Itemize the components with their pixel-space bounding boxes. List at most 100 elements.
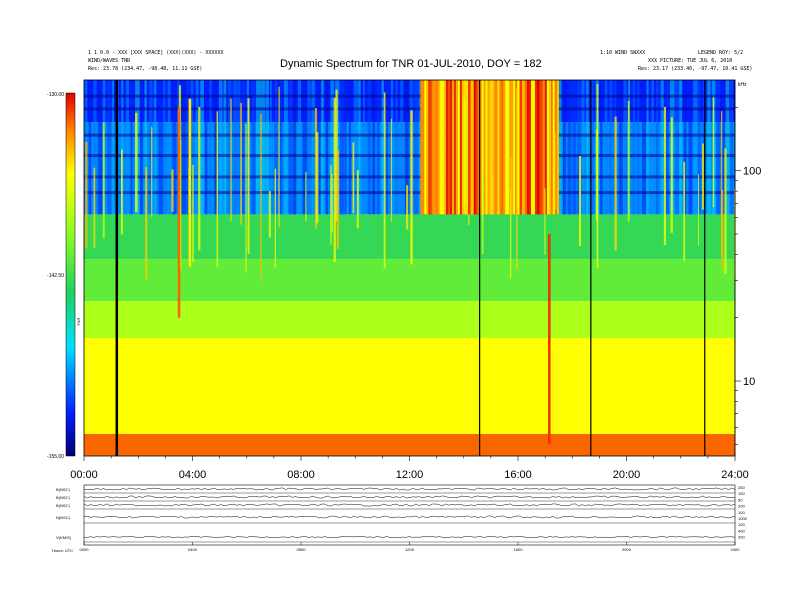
panel-label-0: B(NSC) xyxy=(56,487,70,492)
emission-streak xyxy=(151,126,153,217)
burst-column xyxy=(521,80,524,215)
burst-column xyxy=(483,80,486,215)
emission-streak xyxy=(510,189,512,279)
spectrum-streak xyxy=(279,80,283,215)
band-striation xyxy=(84,94,735,98)
burst-column xyxy=(487,80,490,215)
burst-column xyxy=(481,80,484,215)
panel-right-tick-4: 100 xyxy=(738,510,745,515)
frequency-band-3 xyxy=(84,259,735,302)
burst-column xyxy=(491,80,494,215)
panel-label-4: V(KM/S) xyxy=(56,535,72,540)
panel-x-tick-label-2000: 2000 xyxy=(622,547,632,552)
band-striation xyxy=(84,107,735,111)
spectrum-streak xyxy=(321,80,324,215)
emission-streak xyxy=(316,132,319,224)
spectrum-streak xyxy=(195,80,199,215)
spectrum-streak xyxy=(149,80,153,215)
spectrum-streak xyxy=(200,80,204,215)
burst-3 xyxy=(519,80,523,215)
panel-trace-3 xyxy=(83,515,736,519)
burst-column xyxy=(432,80,435,215)
panel-x-tick-label-2400: 2400 xyxy=(731,547,741,552)
spectrum-streak xyxy=(567,80,572,215)
emission-streak xyxy=(245,123,247,273)
spectrum-streak xyxy=(297,80,301,215)
spectrum-streak xyxy=(363,80,366,215)
burst-column xyxy=(501,80,504,215)
spectrum-streak xyxy=(558,80,562,215)
spectrum-streak xyxy=(562,80,566,215)
x-tick-label-2000: 20:00 xyxy=(613,469,641,481)
spectrum-streak xyxy=(130,80,133,215)
panel-right-tick-2: 50 xyxy=(738,497,743,502)
spectrum-streak xyxy=(665,80,669,215)
emission-streak xyxy=(268,191,271,238)
emission-streak xyxy=(724,148,727,274)
panel-right-tick-3: 200 xyxy=(738,504,745,509)
burst-column xyxy=(493,80,496,215)
emission-streak xyxy=(721,190,724,270)
panel-trace-1 xyxy=(83,495,736,499)
spectrum-streak xyxy=(283,80,288,215)
frequency-band-6 xyxy=(84,433,735,456)
burst-column xyxy=(471,80,475,215)
burst-column xyxy=(529,80,532,215)
burst-column xyxy=(428,80,431,215)
panel-trace-0 xyxy=(83,487,736,491)
spectrum-streak xyxy=(181,80,187,215)
panel-right-tick-1: 150 xyxy=(738,491,745,496)
spectrum-streak xyxy=(404,80,409,215)
x-tick-label-0000: 00:00 xyxy=(70,469,98,481)
emission-streak xyxy=(216,111,219,268)
burst-column xyxy=(544,80,548,215)
spectrum-streak xyxy=(93,80,97,215)
spectrum-streak xyxy=(97,80,103,215)
spectrum-streak xyxy=(251,80,256,215)
burst-column xyxy=(438,80,441,215)
spectrum-streak xyxy=(637,80,640,215)
burst-column xyxy=(448,80,451,215)
spectrum-streak xyxy=(111,80,114,215)
burst-column xyxy=(457,80,461,215)
bottom-frame xyxy=(83,484,736,546)
spectrum-streak xyxy=(395,80,398,215)
spectrum-streak xyxy=(623,80,627,215)
emission-streak xyxy=(614,116,617,251)
emission-streak xyxy=(93,167,96,248)
emission-streak xyxy=(406,185,409,230)
spectrum-streak xyxy=(316,80,321,215)
panel-x-tick-label-0000: 0000 xyxy=(80,547,90,552)
x-tick-label-1600: 16:00 xyxy=(504,469,532,481)
x-tick-label-0800: 08:00 xyxy=(287,469,315,481)
emission-streak xyxy=(278,86,280,228)
spectrum-streak xyxy=(144,80,147,215)
emission-streak xyxy=(260,113,262,281)
y-axis-unit: kHz xyxy=(738,82,747,88)
emission-streak xyxy=(627,101,630,222)
spectrum-streak xyxy=(730,80,734,215)
burst-column xyxy=(534,80,538,215)
burst-column xyxy=(436,80,439,215)
header-left-line-3: Res: 23.78 (234.47, -98.48, 11.11 GSE) xyxy=(88,66,203,72)
spectrum-streak xyxy=(88,80,92,215)
emission-streak xyxy=(120,149,123,235)
emission-streak xyxy=(510,157,513,216)
spectrum-streak xyxy=(325,80,329,215)
data-gap-2 xyxy=(590,80,592,456)
spectrum-streak xyxy=(572,80,577,215)
emission-streak xyxy=(712,97,715,207)
emission-streak xyxy=(481,169,484,255)
emission-streak xyxy=(553,132,556,211)
spectrum-streak xyxy=(693,80,698,215)
spectrum-streak xyxy=(353,80,358,215)
band-striation xyxy=(84,154,735,158)
emission-streak xyxy=(701,143,704,210)
burst-column xyxy=(523,80,526,215)
burst-column xyxy=(446,80,449,215)
burst-column xyxy=(475,80,478,215)
spectrum-streak xyxy=(716,80,720,215)
spectrum-streak xyxy=(330,80,335,215)
spectrum-streak xyxy=(125,80,130,215)
spectrogram xyxy=(84,80,735,456)
